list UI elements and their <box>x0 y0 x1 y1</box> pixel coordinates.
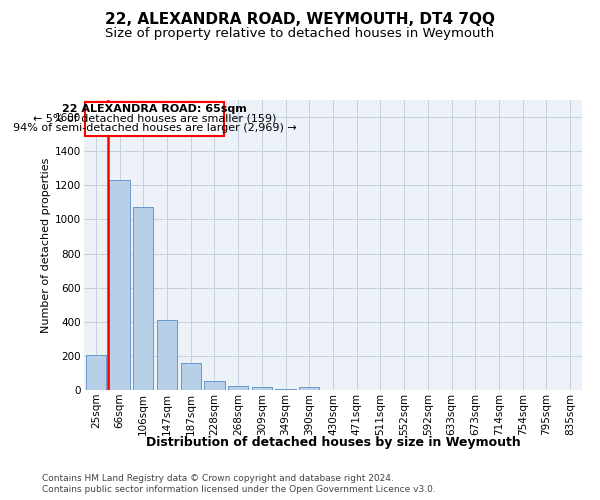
Bar <box>205 380 224 390</box>
Text: Size of property relative to detached houses in Weymouth: Size of property relative to detached ho… <box>106 28 494 40</box>
Bar <box>157 320 177 390</box>
Text: ← 5% of detached houses are smaller (159): ← 5% of detached houses are smaller (159… <box>33 114 276 124</box>
Text: Contains public sector information licensed under the Open Government Licence v3: Contains public sector information licen… <box>42 485 436 494</box>
Text: 94% of semi-detached houses are larger (2,969) →: 94% of semi-detached houses are larger (… <box>13 123 296 133</box>
Y-axis label: Number of detached properties: Number of detached properties <box>41 158 51 332</box>
Bar <box>109 180 130 390</box>
Text: 22 ALEXANDRA ROAD: 65sqm: 22 ALEXANDRA ROAD: 65sqm <box>62 104 247 115</box>
Bar <box>133 208 154 390</box>
Text: 22, ALEXANDRA ROAD, WEYMOUTH, DT4 7QQ: 22, ALEXANDRA ROAD, WEYMOUTH, DT4 7QQ <box>105 12 495 28</box>
Text: Contains HM Land Registry data © Crown copyright and database right 2024.: Contains HM Land Registry data © Crown c… <box>42 474 394 483</box>
Bar <box>299 387 319 390</box>
Bar <box>86 355 106 390</box>
Bar <box>252 386 272 390</box>
Bar <box>275 389 296 390</box>
Text: Distribution of detached houses by size in Weymouth: Distribution of detached houses by size … <box>146 436 520 449</box>
Bar <box>228 386 248 390</box>
Bar <box>181 362 201 390</box>
FancyBboxPatch shape <box>85 102 224 136</box>
